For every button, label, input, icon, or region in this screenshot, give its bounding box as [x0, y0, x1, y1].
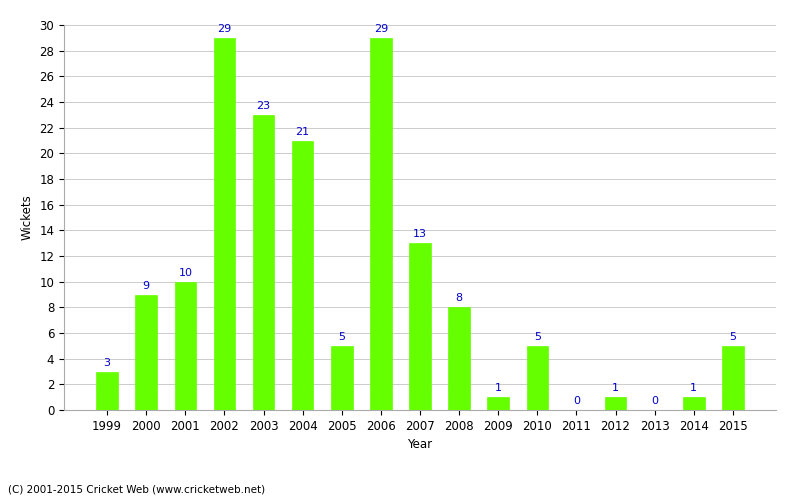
Bar	[174, 282, 196, 410]
Bar	[683, 397, 705, 410]
Text: 5: 5	[534, 332, 541, 342]
X-axis label: Year: Year	[407, 438, 433, 452]
Text: 1: 1	[612, 384, 619, 394]
Text: 23: 23	[257, 101, 270, 111]
Text: 9: 9	[142, 280, 150, 290]
Text: 10: 10	[178, 268, 192, 278]
Bar	[253, 115, 274, 410]
Bar	[487, 397, 509, 410]
Bar	[331, 346, 353, 410]
Y-axis label: Wickets: Wickets	[21, 194, 34, 240]
Text: (C) 2001-2015 Cricket Web (www.cricketweb.net): (C) 2001-2015 Cricket Web (www.cricketwe…	[8, 485, 265, 495]
Bar	[135, 294, 157, 410]
Text: 5: 5	[730, 332, 736, 342]
Text: 29: 29	[218, 24, 231, 34]
Text: 0: 0	[573, 396, 580, 406]
Text: 21: 21	[296, 126, 310, 136]
Text: 13: 13	[413, 230, 427, 239]
Text: 1: 1	[494, 384, 502, 394]
Bar	[96, 372, 118, 410]
Bar	[722, 346, 744, 410]
Bar	[370, 38, 392, 410]
Text: 1: 1	[690, 384, 698, 394]
Text: 5: 5	[338, 332, 346, 342]
Bar	[410, 243, 430, 410]
Bar	[292, 140, 314, 410]
Text: 3: 3	[104, 358, 110, 368]
Bar	[448, 308, 470, 410]
Bar	[526, 346, 548, 410]
Bar	[214, 38, 235, 410]
Text: 8: 8	[455, 294, 462, 304]
Bar	[605, 397, 626, 410]
Text: 29: 29	[374, 24, 388, 34]
Text: 0: 0	[651, 396, 658, 406]
